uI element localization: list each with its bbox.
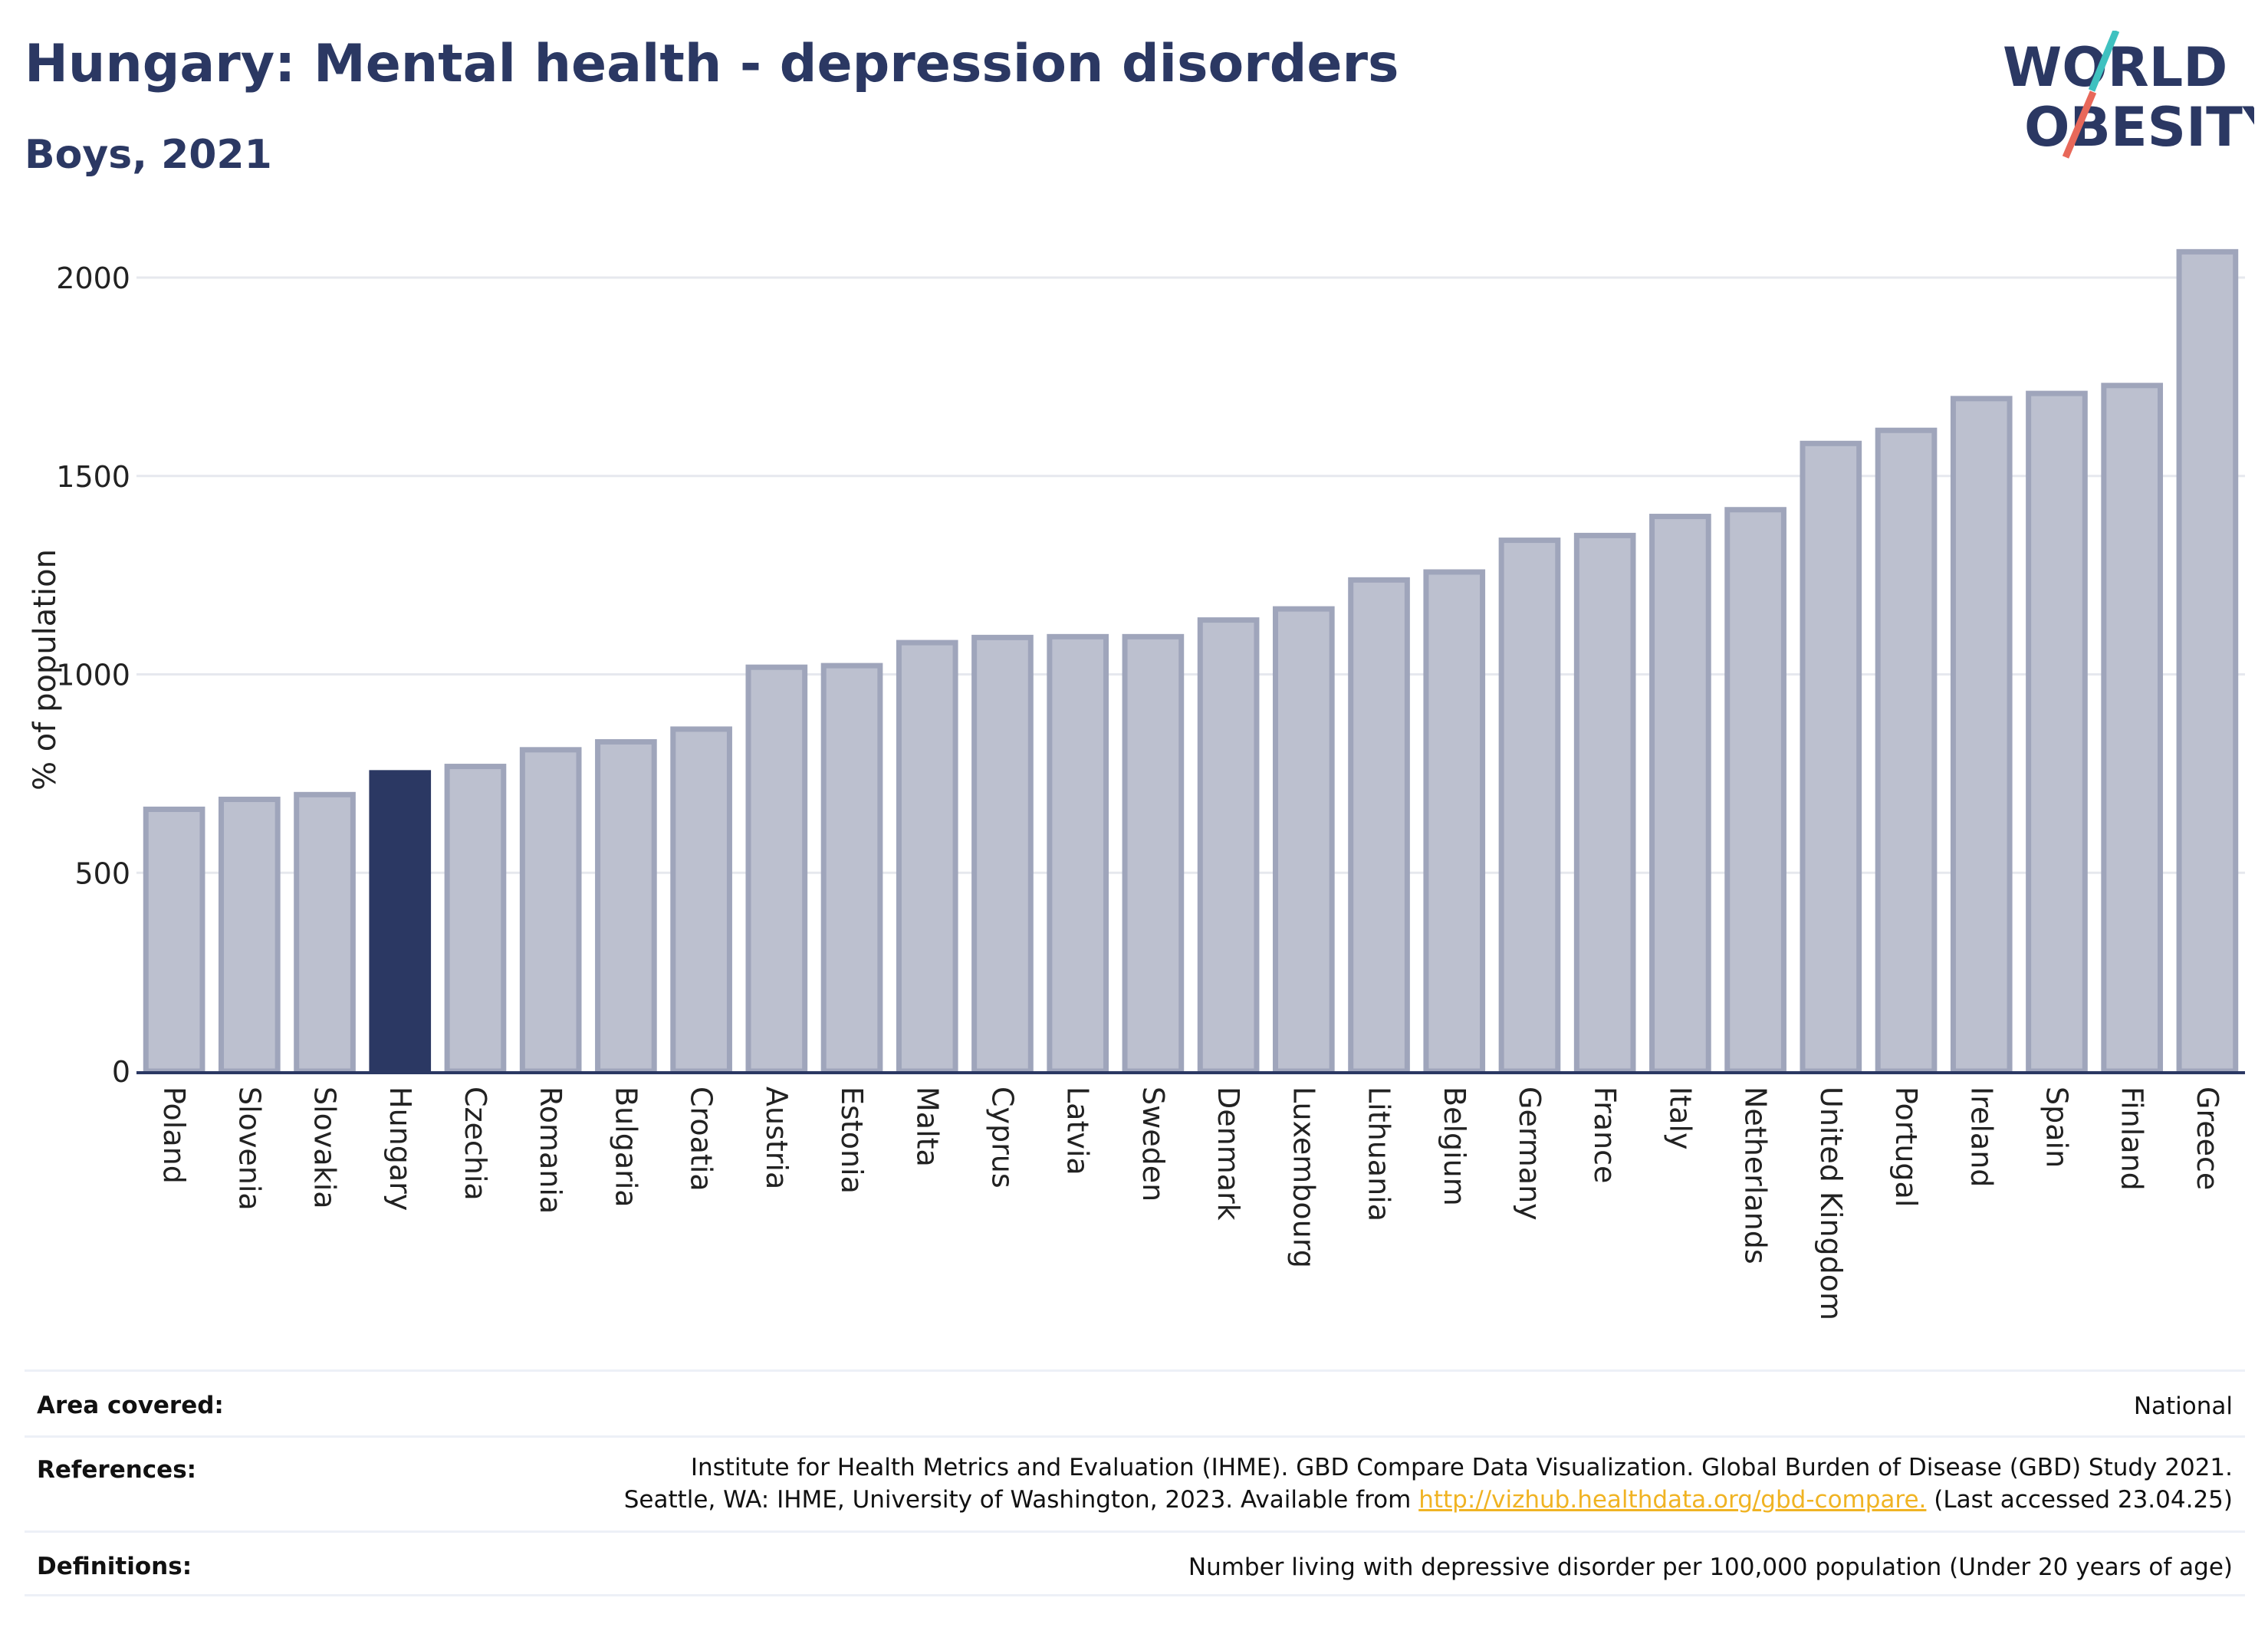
world-obesity-logo: WORLD OBESITY <box>2003 31 2254 159</box>
footer-row-definitions: Definitions: Number living with depressi… <box>25 1530 2245 1596</box>
bar-czechia <box>444 764 507 1074</box>
y-axis-label: % of population <box>28 549 63 791</box>
x-tick-label: Sweden <box>1136 1087 1170 1202</box>
x-tick-label: France <box>1588 1087 1622 1183</box>
logo-text-obesity: OBESITY <box>2024 96 2254 159</box>
bar-slovakia <box>294 791 356 1074</box>
references-value: Institute for Health Metrics and Evaluat… <box>624 1452 2233 1516</box>
x-tick-label: Estonia <box>835 1087 869 1194</box>
bar-spain <box>2026 390 2088 1074</box>
references-link[interactable]: http://vizhub.healthdata.org/gbd-compare… <box>1418 1486 1927 1514</box>
bar-poland <box>143 806 205 1074</box>
bar-italy <box>1649 514 1711 1074</box>
area-covered-label: Area covered: <box>37 1392 224 1419</box>
bar-slovenia <box>218 797 281 1074</box>
bar-estonia <box>820 662 883 1074</box>
area-covered-value: National <box>2133 1392 2233 1420</box>
definitions-value: Number living with depressive disorder p… <box>1188 1553 2233 1581</box>
x-tick-label: Spain <box>2040 1087 2073 1168</box>
x-tick-label: Latvia <box>1061 1087 1095 1175</box>
references-line-1: Institute for Health Metrics and Evaluat… <box>690 1454 2233 1481</box>
x-tick-label: Romania <box>534 1087 567 1214</box>
bar-netherlands <box>1724 507 1786 1074</box>
bar-finland <box>2101 383 2164 1074</box>
bar-belgium <box>1423 569 1486 1074</box>
y-tick-label: 0 <box>112 1055 130 1089</box>
x-tick-label: Czechia <box>459 1087 492 1201</box>
x-tick-label: Netherlands <box>1739 1087 1773 1264</box>
x-tick-label: Austria <box>760 1087 794 1189</box>
bar-greece <box>2176 248 2239 1074</box>
x-tick-label: Luxembourg <box>1287 1087 1320 1268</box>
references-line-2-text: Seattle, WA: IHME, University of Washing… <box>623 1486 1419 1514</box>
x-tick-label: Hungary <box>383 1087 417 1211</box>
bar-romania <box>519 747 582 1074</box>
x-tick-label: Greece <box>2191 1087 2224 1190</box>
bar-latvia <box>1047 633 1109 1074</box>
logo-slash-teal <box>2088 31 2120 92</box>
bar-germany <box>1498 538 1561 1074</box>
bar-lithuania <box>1348 577 1410 1074</box>
x-tick-label: Finland <box>2115 1087 2149 1191</box>
page-subtitle: Boys, 2021 <box>25 132 272 178</box>
bar-france <box>1573 532 1636 1074</box>
bar-malta <box>896 639 958 1074</box>
x-tick-label: Portugal <box>1889 1087 1923 1207</box>
y-tick-label: 2000 <box>56 261 130 295</box>
x-tick-label: Italy <box>1663 1087 1697 1149</box>
references-line-2: Seattle, WA: IHME, University of Washing… <box>624 1484 2233 1516</box>
x-tick-label: Slovenia <box>232 1087 266 1211</box>
x-tick-label: Bulgaria <box>609 1087 643 1208</box>
bar-austria <box>745 664 808 1074</box>
references-line-2-suffix: (Last accessed 23.04.25) <box>1926 1486 2233 1514</box>
references-label: References: <box>37 1456 197 1484</box>
bar-bulgaria <box>595 738 657 1074</box>
footer-row-references: References: Institute for Health Metrics… <box>25 1435 2245 1530</box>
bar-ireland <box>1950 396 2013 1074</box>
logo-slash-red <box>2062 90 2097 159</box>
definitions-label: Definitions: <box>37 1553 192 1580</box>
bar-chart: 0 500 1000 1500 2000 % of population Poland Slo… <box>28 248 2245 1320</box>
bar-united-kingdom <box>1800 440 1862 1074</box>
x-tick-label: Malta <box>910 1087 944 1167</box>
bar-denmark <box>1197 617 1260 1074</box>
x-tick-label: Denmark <box>1211 1087 1245 1221</box>
x-tick-label: Croatia <box>685 1087 718 1192</box>
logo-text-world: WORLD <box>2003 36 2227 99</box>
bar-sweden <box>1122 633 1185 1074</box>
footer-row-area: Area covered: National <box>25 1369 2245 1435</box>
x-tick-label: Germany <box>1513 1087 1547 1221</box>
x-tick-label: Ireland <box>1964 1087 1998 1187</box>
x-tick-label: United Kingdom <box>1814 1087 1848 1320</box>
x-tick-label: Lithuania <box>1362 1087 1396 1221</box>
x-tick-label: Belgium <box>1438 1087 1471 1206</box>
y-tick-label: 1500 <box>56 460 130 494</box>
x-tick-label: Poland <box>157 1087 191 1184</box>
bar-cyprus <box>971 634 1034 1074</box>
footer-table: Area covered: National References: Insti… <box>25 1369 2245 1596</box>
y-tick-label: 1000 <box>56 659 130 692</box>
bar-portugal <box>1875 427 1938 1074</box>
bar-hungary <box>369 770 432 1074</box>
x-tick-label: Slovakia <box>308 1087 342 1209</box>
x-tick-label: Cyprus <box>985 1087 1019 1189</box>
bar-croatia <box>670 726 732 1074</box>
y-tick-label: 500 <box>74 856 130 890</box>
bar-luxembourg <box>1272 606 1335 1074</box>
page-title: Hungary: Mental health - depression diso… <box>25 34 1399 94</box>
